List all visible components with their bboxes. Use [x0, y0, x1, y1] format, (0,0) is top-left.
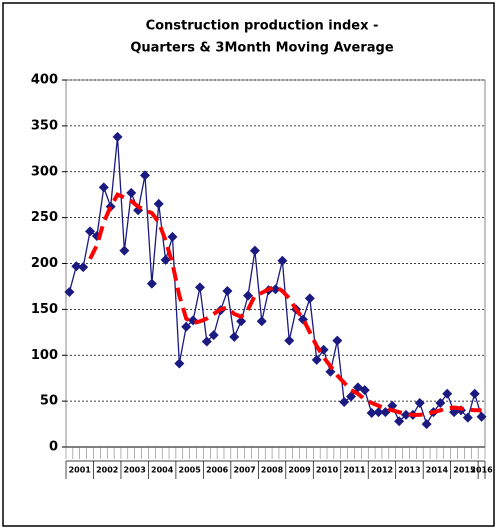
- point: [394, 416, 405, 427]
- point: [311, 354, 322, 365]
- point: [167, 231, 178, 242]
- year-label: 2004: [151, 466, 174, 475]
- point: [284, 335, 295, 346]
- point: [64, 286, 75, 297]
- point: [174, 358, 185, 369]
- year-label: 2015: [453, 466, 476, 475]
- moving-average-line: [88, 192, 482, 417]
- point: [442, 388, 453, 399]
- point: [366, 408, 377, 419]
- point: [201, 336, 212, 347]
- year-label: 2006: [206, 466, 229, 475]
- point: [208, 330, 219, 341]
- point: [98, 182, 109, 193]
- point: [359, 385, 370, 396]
- year-label: 2010: [316, 466, 339, 475]
- point: [119, 245, 130, 256]
- point: [112, 131, 123, 142]
- point: [256, 316, 267, 327]
- year-label: 2012: [371, 466, 393, 475]
- point: [304, 293, 315, 304]
- year-label: 2005: [179, 466, 202, 475]
- y-tick-label: 400: [31, 73, 58, 88]
- point: [435, 397, 446, 408]
- point: [318, 344, 329, 355]
- point: [85, 226, 96, 237]
- point: [146, 278, 157, 289]
- year-label: 2001: [69, 466, 92, 475]
- y-tick-label: 350: [31, 118, 58, 133]
- year-label: 2003: [124, 466, 146, 475]
- point: [401, 409, 412, 420]
- year-label: 2013: [398, 466, 420, 475]
- point: [194, 282, 205, 293]
- year-label: 2007: [233, 466, 255, 475]
- point: [229, 331, 240, 342]
- point: [78, 262, 89, 273]
- year-label: 2014: [426, 466, 449, 475]
- point: [346, 391, 357, 402]
- point: [325, 366, 336, 377]
- point: [469, 388, 480, 399]
- point: [462, 412, 473, 423]
- point: [277, 255, 288, 266]
- point: [153, 198, 164, 209]
- point: [332, 335, 343, 346]
- chart-title: Quarters & 3Month Moving Average: [130, 41, 393, 56]
- point: [181, 321, 192, 332]
- point: [222, 286, 233, 297]
- point: [126, 187, 137, 198]
- year-label: 2016: [470, 466, 493, 475]
- point: [270, 284, 281, 295]
- point: [139, 170, 150, 181]
- point: [160, 254, 171, 265]
- year-label: 2009: [288, 466, 311, 475]
- point: [236, 316, 247, 327]
- point: [339, 397, 350, 408]
- y-tick-label: 0: [49, 440, 58, 455]
- point: [476, 411, 487, 422]
- y-tick-label: 50: [40, 394, 58, 409]
- y-tick-label: 250: [31, 210, 58, 225]
- point: [373, 407, 384, 418]
- year-label: 2011: [343, 466, 366, 475]
- point: [243, 290, 254, 301]
- y-tick-label: 300: [31, 164, 58, 179]
- y-tick-label: 100: [31, 348, 58, 363]
- point: [380, 407, 391, 418]
- year-label: 2008: [261, 466, 284, 475]
- year-label: 2002: [96, 466, 118, 475]
- point: [249, 245, 260, 256]
- chart-title: Construction production index -: [146, 19, 379, 34]
- point: [71, 261, 82, 272]
- point: [414, 397, 425, 408]
- y-tick-label: 150: [31, 302, 58, 317]
- y-tick-label: 200: [31, 256, 58, 271]
- point: [421, 419, 432, 430]
